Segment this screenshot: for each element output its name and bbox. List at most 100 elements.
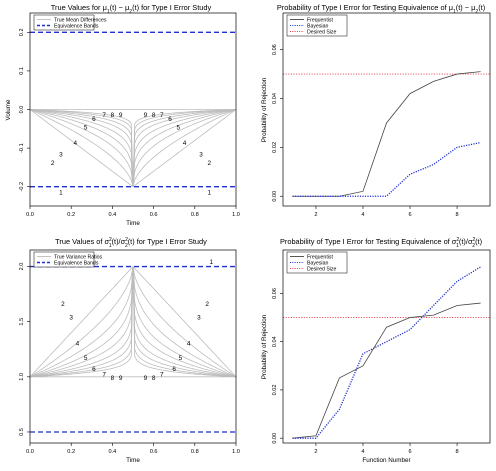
x-tick-label: 8 — [456, 449, 459, 455]
function-curve — [29, 266, 237, 378]
y-axis-label: Probability of Rejection — [261, 314, 268, 379]
x-tick-label: 1.0 — [232, 449, 240, 455]
x-tick-label: 1.0 — [232, 212, 240, 218]
curve-label: 8 — [152, 375, 156, 382]
curve-label: 4 — [76, 341, 80, 348]
curve-label: 8 — [111, 375, 115, 382]
y-tick-label: 0.06 — [272, 288, 278, 299]
panel-title: Probability of Type I Error for Testing … — [277, 3, 485, 15]
x-tick-label: 0.8 — [191, 449, 199, 455]
x-tick-label: 0.6 — [150, 449, 158, 455]
panel: 2 4 6 8 0.00 0.02 0.04 0.06 Probability of Rejec… — [261, 12, 491, 218]
y-tick-label: 2.0 — [19, 263, 25, 271]
curve-label: 8 — [111, 112, 115, 119]
x-tick-label: 4 — [361, 449, 364, 455]
curve-label: 7 — [102, 112, 106, 119]
curve-label: 1 — [209, 259, 213, 266]
function-curve — [29, 266, 237, 378]
curve-label: 3 — [199, 152, 203, 159]
series-line — [292, 266, 481, 439]
function-curve — [29, 109, 237, 187]
legend-box — [286, 251, 348, 274]
y-tick-label: 0.00 — [272, 191, 278, 202]
y-tick-label: 1.0 — [19, 373, 25, 381]
legend-label: True Mean Differences — [54, 17, 107, 23]
legend-box — [33, 251, 95, 268]
curve-label: 2 — [207, 160, 211, 167]
curve-label: 2 — [205, 301, 209, 308]
x-tick-label: 2 — [314, 212, 317, 218]
curve-label: 6 — [168, 116, 172, 123]
function-curve — [29, 266, 237, 378]
legend-box — [33, 14, 95, 31]
y-tick-label: 1.5 — [19, 318, 25, 326]
plot-frame — [29, 249, 237, 444]
legend-label: Desired Size — [307, 266, 337, 272]
legend-label: Equivalence Bands — [54, 23, 99, 29]
y-axis-label: Probability of Rejection — [261, 77, 268, 142]
function-curve — [29, 109, 237, 187]
curve-label: 7 — [160, 112, 164, 119]
function-curve — [29, 266, 237, 378]
x-tick-label: 0.8 — [191, 212, 199, 218]
x-tick-label: 6 — [408, 212, 411, 218]
function-curve — [29, 109, 237, 187]
legend-label: Bayesian — [307, 260, 328, 266]
curve-label: 6 — [92, 116, 96, 123]
x-tick-label: 4 — [361, 212, 364, 218]
y-tick-label: -0.2 — [19, 182, 25, 192]
function-curve — [29, 109, 237, 187]
curve-label: 4 — [187, 341, 191, 348]
curve-label: 4 — [74, 140, 78, 147]
curve-label: 3 — [69, 314, 73, 321]
legend-label: Equivalence Bands — [54, 260, 99, 266]
y-tick-label: 0.0 — [19, 106, 25, 114]
function-curve — [29, 266, 237, 378]
curve-label: 5 — [177, 125, 181, 132]
curve-label: 3 — [59, 152, 63, 159]
curve-label: 6 — [92, 366, 96, 373]
legend-label: True Variance Ratios — [54, 254, 103, 260]
plot-frame — [282, 12, 491, 207]
curve-label: 9 — [144, 375, 148, 382]
x-tick-label: 0.2 — [67, 449, 75, 455]
panel-title: True Values for μ1(t) − μ2(t) for Type I… — [51, 3, 212, 15]
y-tick-label: 0.04 — [272, 93, 278, 104]
curve-label: 2 — [51, 160, 55, 167]
y-tick-label: 0.5 — [19, 428, 25, 436]
legend-label: Desired Size — [307, 29, 337, 35]
panel: 0.0 0.2 0.4 0.6 0.8 1.0 0.5 1.0 1.5 2.0 Time — [19, 249, 240, 464]
function-curve — [29, 266, 237, 378]
legend-label: Frequentist — [307, 254, 334, 260]
x-tick-label: 2 — [314, 449, 317, 455]
x-axis-label: Time — [126, 457, 140, 464]
panel-title: Probability of Type I Error for Testing … — [280, 237, 482, 249]
function-curve — [29, 266, 237, 378]
series-group — [283, 71, 490, 197]
function-curve — [29, 109, 237, 187]
function-curve — [29, 266, 237, 378]
function-curve — [29, 109, 237, 187]
curve-label: 7 — [160, 372, 164, 379]
y-tick-label: 0.02 — [272, 142, 278, 153]
y-tick-label: -0.1 — [19, 143, 25, 153]
curve-label: 5 — [179, 355, 183, 362]
x-tick-label: 6 — [408, 449, 411, 455]
x-tick-label: 0.6 — [150, 212, 158, 218]
y-tick-label: 0.06 — [272, 44, 278, 55]
panel: 2 4 6 8 0.00 0.02 0.04 0.06 Function Number Proba… — [261, 249, 491, 464]
curve-label: 1 — [59, 189, 63, 196]
series-line — [292, 71, 481, 197]
x-tick-label: 8 — [456, 212, 459, 218]
x-tick-label: 0.4 — [109, 449, 117, 455]
curve-label: 8 — [152, 112, 156, 119]
x-axis-label: Time — [126, 220, 140, 227]
x-tick-label: 0.0 — [26, 212, 34, 218]
curve-label: 1 — [207, 189, 211, 196]
x-tick-label: 0.2 — [67, 212, 75, 218]
